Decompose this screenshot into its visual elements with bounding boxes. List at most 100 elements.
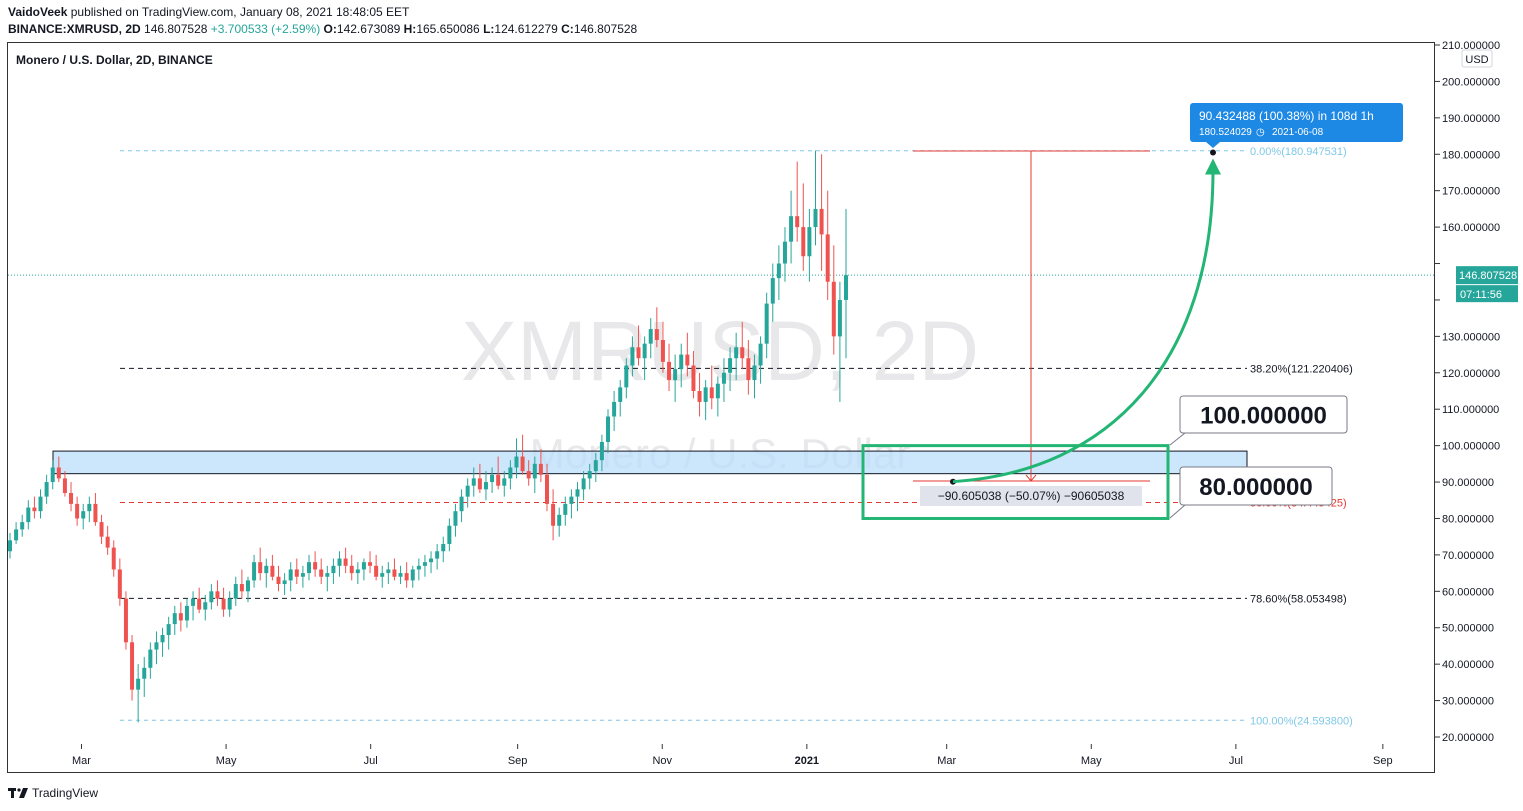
candle-body xyxy=(490,474,495,483)
candle-body xyxy=(477,478,482,490)
candle-body xyxy=(807,227,812,257)
y-tick-label: 90.000000 xyxy=(1442,477,1494,489)
measure-label-box xyxy=(920,485,1142,506)
legend-title: Monero / U.S. Dollar, 2D, BINANCE xyxy=(16,53,213,67)
projection-arrowhead xyxy=(1205,158,1221,175)
candle-body xyxy=(123,598,128,643)
candle-body xyxy=(685,354,690,366)
footer-brand[interactable]: TradingView xyxy=(32,786,99,800)
candle-body xyxy=(136,678,141,690)
high-value: 165.650086 xyxy=(416,22,480,36)
candle-body xyxy=(587,471,592,479)
high-label: H: xyxy=(403,22,417,36)
tradingview-logo-icon xyxy=(8,788,28,798)
candle-body xyxy=(313,562,318,570)
candle-body xyxy=(258,562,263,574)
candle-body xyxy=(20,522,25,530)
price-change: +3.700533 (+2.59%) xyxy=(210,22,321,36)
candle-body xyxy=(75,503,80,519)
callout-pointer xyxy=(1169,432,1186,446)
open-value: 142.673089 xyxy=(336,22,401,36)
projection-arrow xyxy=(952,170,1215,484)
candle-body xyxy=(404,573,409,581)
callout-box xyxy=(1179,466,1333,506)
candle-body xyxy=(374,565,379,577)
projection-label-price: 180.524029 xyxy=(1199,127,1252,138)
callout-pointer xyxy=(1169,504,1186,519)
y-tick-label: 210.000000 xyxy=(1442,40,1500,52)
countdown-tag xyxy=(1456,285,1518,303)
candle-body xyxy=(361,562,366,570)
candle-body xyxy=(203,602,208,610)
callout-label: 100.000000 xyxy=(1200,403,1327,430)
candle-body xyxy=(648,329,653,344)
candle-body xyxy=(154,642,159,650)
y-tick-label: 200.000000 xyxy=(1442,76,1500,88)
candle-body xyxy=(581,478,586,490)
candle-body xyxy=(44,482,49,497)
y-tick-label: 100.000000 xyxy=(1442,441,1500,453)
y-tick-label: 60.000000 xyxy=(1442,586,1494,598)
candle-body xyxy=(667,361,672,381)
candle-body xyxy=(264,565,269,574)
currency-label: USD xyxy=(1465,54,1488,66)
candle-body xyxy=(398,573,403,577)
y-tick-label: 80.000000 xyxy=(1442,513,1494,525)
candle-body xyxy=(660,340,665,362)
candle-body xyxy=(618,387,623,402)
y-tick-label: 120.000000 xyxy=(1442,368,1500,380)
fib-level-label: 0.00%(180.947531) xyxy=(1250,146,1347,158)
y-tick-label: 180.000000 xyxy=(1442,149,1500,161)
candle-body xyxy=(99,522,104,537)
candle-body xyxy=(715,383,720,399)
candle-body xyxy=(459,496,464,512)
candle-body xyxy=(551,503,556,526)
candle-body xyxy=(349,565,354,574)
candle-body xyxy=(776,263,781,279)
chart-frame xyxy=(7,42,1435,773)
candle-body xyxy=(191,598,196,606)
callout-box xyxy=(1179,395,1348,434)
projection-label-pointer xyxy=(1206,142,1220,148)
candle-body xyxy=(837,299,842,337)
candle-body xyxy=(575,489,580,497)
candle-body xyxy=(81,511,86,519)
candle-body xyxy=(215,591,220,599)
currency-box xyxy=(1461,49,1493,68)
candle-body xyxy=(8,540,12,552)
y-tick-label: 170.000000 xyxy=(1442,186,1500,198)
candle-body xyxy=(471,478,476,486)
y-tick-label: 40.000000 xyxy=(1442,659,1494,671)
x-tick-label: Mar xyxy=(72,755,91,767)
candle-body xyxy=(679,354,684,370)
candle-body xyxy=(197,598,202,610)
candle-body xyxy=(825,234,830,282)
candle-body xyxy=(142,667,147,679)
candle-body xyxy=(441,543,446,552)
candle-body xyxy=(782,241,787,264)
watermark-symbol: XMRUSD, 2D xyxy=(461,304,979,398)
candle-body xyxy=(429,558,434,563)
candle-body xyxy=(532,463,537,479)
author-name[interactable]: VaidoVeek xyxy=(8,5,68,19)
candle-body xyxy=(239,584,244,592)
candle-body xyxy=(697,391,702,402)
candle-body xyxy=(386,569,391,574)
x-tick-label: Jul xyxy=(1229,755,1243,767)
candle-body xyxy=(148,649,153,668)
candle-body xyxy=(343,558,348,566)
candle-body xyxy=(526,471,531,479)
candle-body xyxy=(508,467,513,479)
candle-body xyxy=(331,565,336,574)
fib-level-label: 100.00%(24.593800) xyxy=(1250,715,1353,727)
candle-body xyxy=(465,485,470,497)
last-price-tag xyxy=(1456,266,1518,285)
candle-body xyxy=(789,216,794,242)
x-tick-label: Mar xyxy=(937,755,956,767)
footer: TradingView xyxy=(8,786,98,800)
x-tick-label: May xyxy=(1081,755,1102,767)
candle-body xyxy=(392,569,397,577)
y-tick-label: 130.000000 xyxy=(1442,331,1500,343)
callout-label: 80.000000 xyxy=(1199,474,1312,501)
